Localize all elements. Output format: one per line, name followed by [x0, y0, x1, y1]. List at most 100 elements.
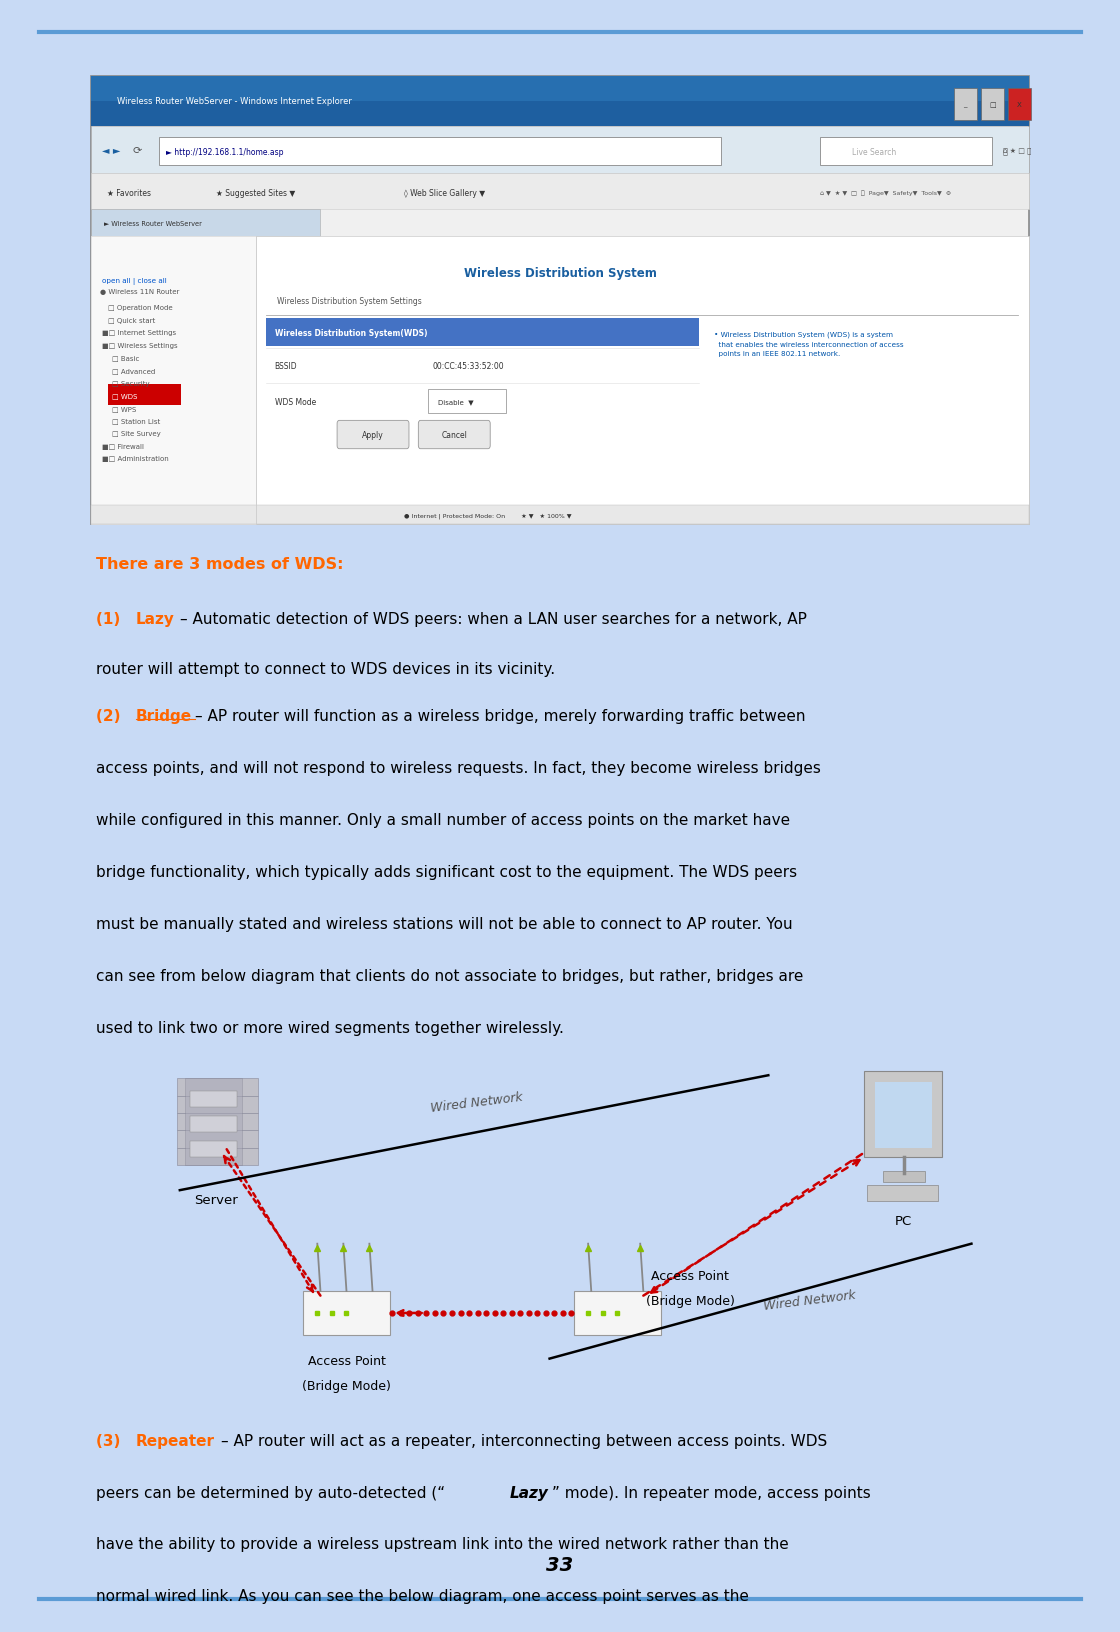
Text: (3): (3): [96, 1433, 127, 1448]
Text: normal wired link. As you can see the below diagram, one access point serves as : normal wired link. As you can see the be…: [96, 1588, 749, 1604]
Text: (2): (2): [96, 708, 127, 725]
Text: ★ Suggested Sites ▼: ★ Suggested Sites ▼: [216, 189, 296, 197]
Text: □ Station List: □ Station List: [112, 418, 160, 424]
FancyBboxPatch shape: [883, 1172, 925, 1183]
Text: Access Point: Access Point: [651, 1270, 729, 1283]
Text: – AP router will act as a repeater, interconnecting between access points. WDS: – AP router will act as a repeater, inte…: [222, 1433, 828, 1448]
Text: □ Security: □ Security: [112, 380, 150, 387]
Text: _: _: [963, 101, 967, 108]
FancyBboxPatch shape: [875, 1082, 932, 1147]
FancyBboxPatch shape: [820, 139, 992, 166]
FancyBboxPatch shape: [573, 1291, 661, 1335]
Text: □ Operation Mode: □ Operation Mode: [108, 305, 172, 310]
FancyBboxPatch shape: [177, 1079, 258, 1097]
Text: • Wireless Distribution System (WDS) is a system
  that enables the wireless int: • Wireless Distribution System (WDS) is …: [715, 331, 904, 357]
Text: Wireless Router WebServer - Windows Internet Explorer: Wireless Router WebServer - Windows Inte…: [118, 98, 352, 106]
Text: Wireless Distribution System(WDS): Wireless Distribution System(WDS): [274, 328, 427, 338]
Text: Repeater: Repeater: [136, 1433, 215, 1448]
Text: ” mode). In repeater mode, access points: ” mode). In repeater mode, access points: [552, 1485, 870, 1500]
FancyBboxPatch shape: [981, 90, 1004, 121]
FancyBboxPatch shape: [92, 127, 1029, 175]
Text: BSSID: BSSID: [274, 362, 297, 370]
FancyBboxPatch shape: [867, 1186, 939, 1201]
Text: (Bridge Mode): (Bridge Mode): [646, 1294, 735, 1307]
FancyBboxPatch shape: [92, 237, 255, 526]
Text: □ WPS: □ WPS: [112, 405, 137, 411]
Text: ● Internet | Protected Mode: On        ★ ▼   ★ 100% ▼: ● Internet | Protected Mode: On ★ ▼ ★ 10…: [403, 512, 571, 519]
FancyBboxPatch shape: [337, 421, 409, 449]
Text: □ Basic: □ Basic: [112, 356, 140, 361]
Text: □ Site Survey: □ Site Survey: [112, 431, 161, 437]
FancyBboxPatch shape: [177, 1097, 258, 1113]
Text: ■□ Firewall: ■□ Firewall: [102, 444, 143, 449]
FancyBboxPatch shape: [190, 1116, 237, 1133]
Text: Lazy: Lazy: [510, 1485, 549, 1500]
FancyBboxPatch shape: [108, 385, 180, 405]
Text: Wired Network: Wired Network: [763, 1288, 857, 1312]
FancyBboxPatch shape: [159, 139, 721, 166]
FancyBboxPatch shape: [185, 1079, 242, 1165]
Text: □ Advanced: □ Advanced: [112, 367, 156, 374]
FancyBboxPatch shape: [177, 1131, 258, 1147]
Text: □ WDS: □ WDS: [112, 393, 138, 398]
Text: Bridge: Bridge: [136, 708, 193, 725]
Text: ⌂ ▼  ★ ▼  □  ⎙  Page▼  Safety▼  Tools▼  ⚙: ⌂ ▼ ★ ▼ □ ⎙ Page▼ Safety▼ Tools▼ ⚙: [820, 191, 952, 196]
Text: ► Wireless Router WebServer: ► Wireless Router WebServer: [104, 220, 202, 227]
Text: Server: Server: [195, 1193, 239, 1206]
Text: PC: PC: [895, 1214, 913, 1227]
Text: ► http://192.168.1.1/home.asp: ► http://192.168.1.1/home.asp: [166, 147, 283, 157]
Text: Wireless Distribution System Settings: Wireless Distribution System Settings: [277, 297, 421, 307]
Text: □: □: [989, 101, 996, 108]
Text: Wired Network: Wired Network: [430, 1090, 523, 1115]
Text: Lazy: Lazy: [136, 612, 175, 627]
FancyBboxPatch shape: [177, 1113, 258, 1131]
FancyBboxPatch shape: [190, 1092, 237, 1106]
FancyBboxPatch shape: [92, 237, 1029, 526]
Text: router will attempt to connect to WDS devices in its vicinity.: router will attempt to connect to WDS de…: [96, 663, 556, 677]
Text: bridge functionality, which typically adds significant cost to the equipment. Th: bridge functionality, which typically ad…: [96, 865, 797, 880]
Text: Access Point: Access Point: [308, 1355, 385, 1368]
Text: – AP router will function as a wireless bridge, merely forwarding traffic betwee: – AP router will function as a wireless …: [195, 708, 806, 725]
Text: Wireless Distribution System: Wireless Distribution System: [464, 266, 657, 279]
Text: Live Search: Live Search: [851, 147, 896, 157]
Text: X: X: [1017, 101, 1021, 108]
FancyBboxPatch shape: [267, 318, 699, 348]
FancyBboxPatch shape: [190, 1142, 237, 1157]
FancyBboxPatch shape: [92, 77, 1029, 526]
Text: ◄ ►: ◄ ►: [102, 145, 120, 155]
FancyBboxPatch shape: [302, 1291, 390, 1335]
Text: ⌂ ★ □ ⎙: ⌂ ★ □ ⎙: [1002, 147, 1032, 153]
FancyBboxPatch shape: [1008, 90, 1030, 121]
FancyBboxPatch shape: [92, 77, 1029, 101]
Text: have the ability to provide a wireless upstream link into the wired network rath: have the ability to provide a wireless u…: [96, 1537, 790, 1552]
Text: while configured in this manner. Only a small number of access points on the mar: while configured in this manner. Only a …: [96, 813, 791, 827]
FancyBboxPatch shape: [92, 77, 1029, 127]
Text: 🔍: 🔍: [1002, 147, 1008, 157]
Text: Apply: Apply: [362, 431, 384, 439]
Text: 00:CC:45:33:52:00: 00:CC:45:33:52:00: [433, 362, 504, 370]
FancyBboxPatch shape: [428, 390, 506, 413]
FancyBboxPatch shape: [92, 175, 1029, 211]
Text: □ Quick start: □ Quick start: [108, 318, 156, 323]
FancyBboxPatch shape: [419, 421, 491, 449]
Text: must be manually stated and wireless stations will not be able to connect to AP : must be manually stated and wireless sta…: [96, 917, 793, 932]
Text: ● Wireless 11N Router: ● Wireless 11N Router: [100, 289, 179, 295]
FancyBboxPatch shape: [177, 1147, 258, 1165]
FancyBboxPatch shape: [954, 90, 977, 121]
Text: Cancel: Cancel: [441, 431, 467, 439]
Text: WDS Mode: WDS Mode: [274, 398, 316, 406]
Text: peers can be determined by auto-detected (“: peers can be determined by auto-detected…: [96, 1485, 446, 1500]
Text: access points, and will not respond to wireless requests. In fact, they become w: access points, and will not respond to w…: [96, 761, 821, 775]
Text: ■□ Internet Settings: ■□ Internet Settings: [102, 330, 176, 336]
FancyBboxPatch shape: [92, 211, 320, 237]
Text: 33: 33: [547, 1555, 573, 1575]
Text: ★ Favorites: ★ Favorites: [106, 189, 151, 197]
Text: (1): (1): [96, 612, 125, 627]
Text: Disable  ▼: Disable ▼: [438, 398, 474, 405]
Text: open all | close all: open all | close all: [102, 277, 167, 284]
Text: – Automatic detection of WDS peers: when a LAN user searches for a network, AP: – Automatic detection of WDS peers: when…: [180, 612, 806, 627]
FancyBboxPatch shape: [865, 1071, 942, 1157]
Text: ⟳: ⟳: [133, 145, 142, 155]
Text: used to link two or more wired segments together wirelessly.: used to link two or more wired segments …: [96, 1020, 564, 1036]
Text: ■□ Administration: ■□ Administration: [102, 455, 168, 462]
